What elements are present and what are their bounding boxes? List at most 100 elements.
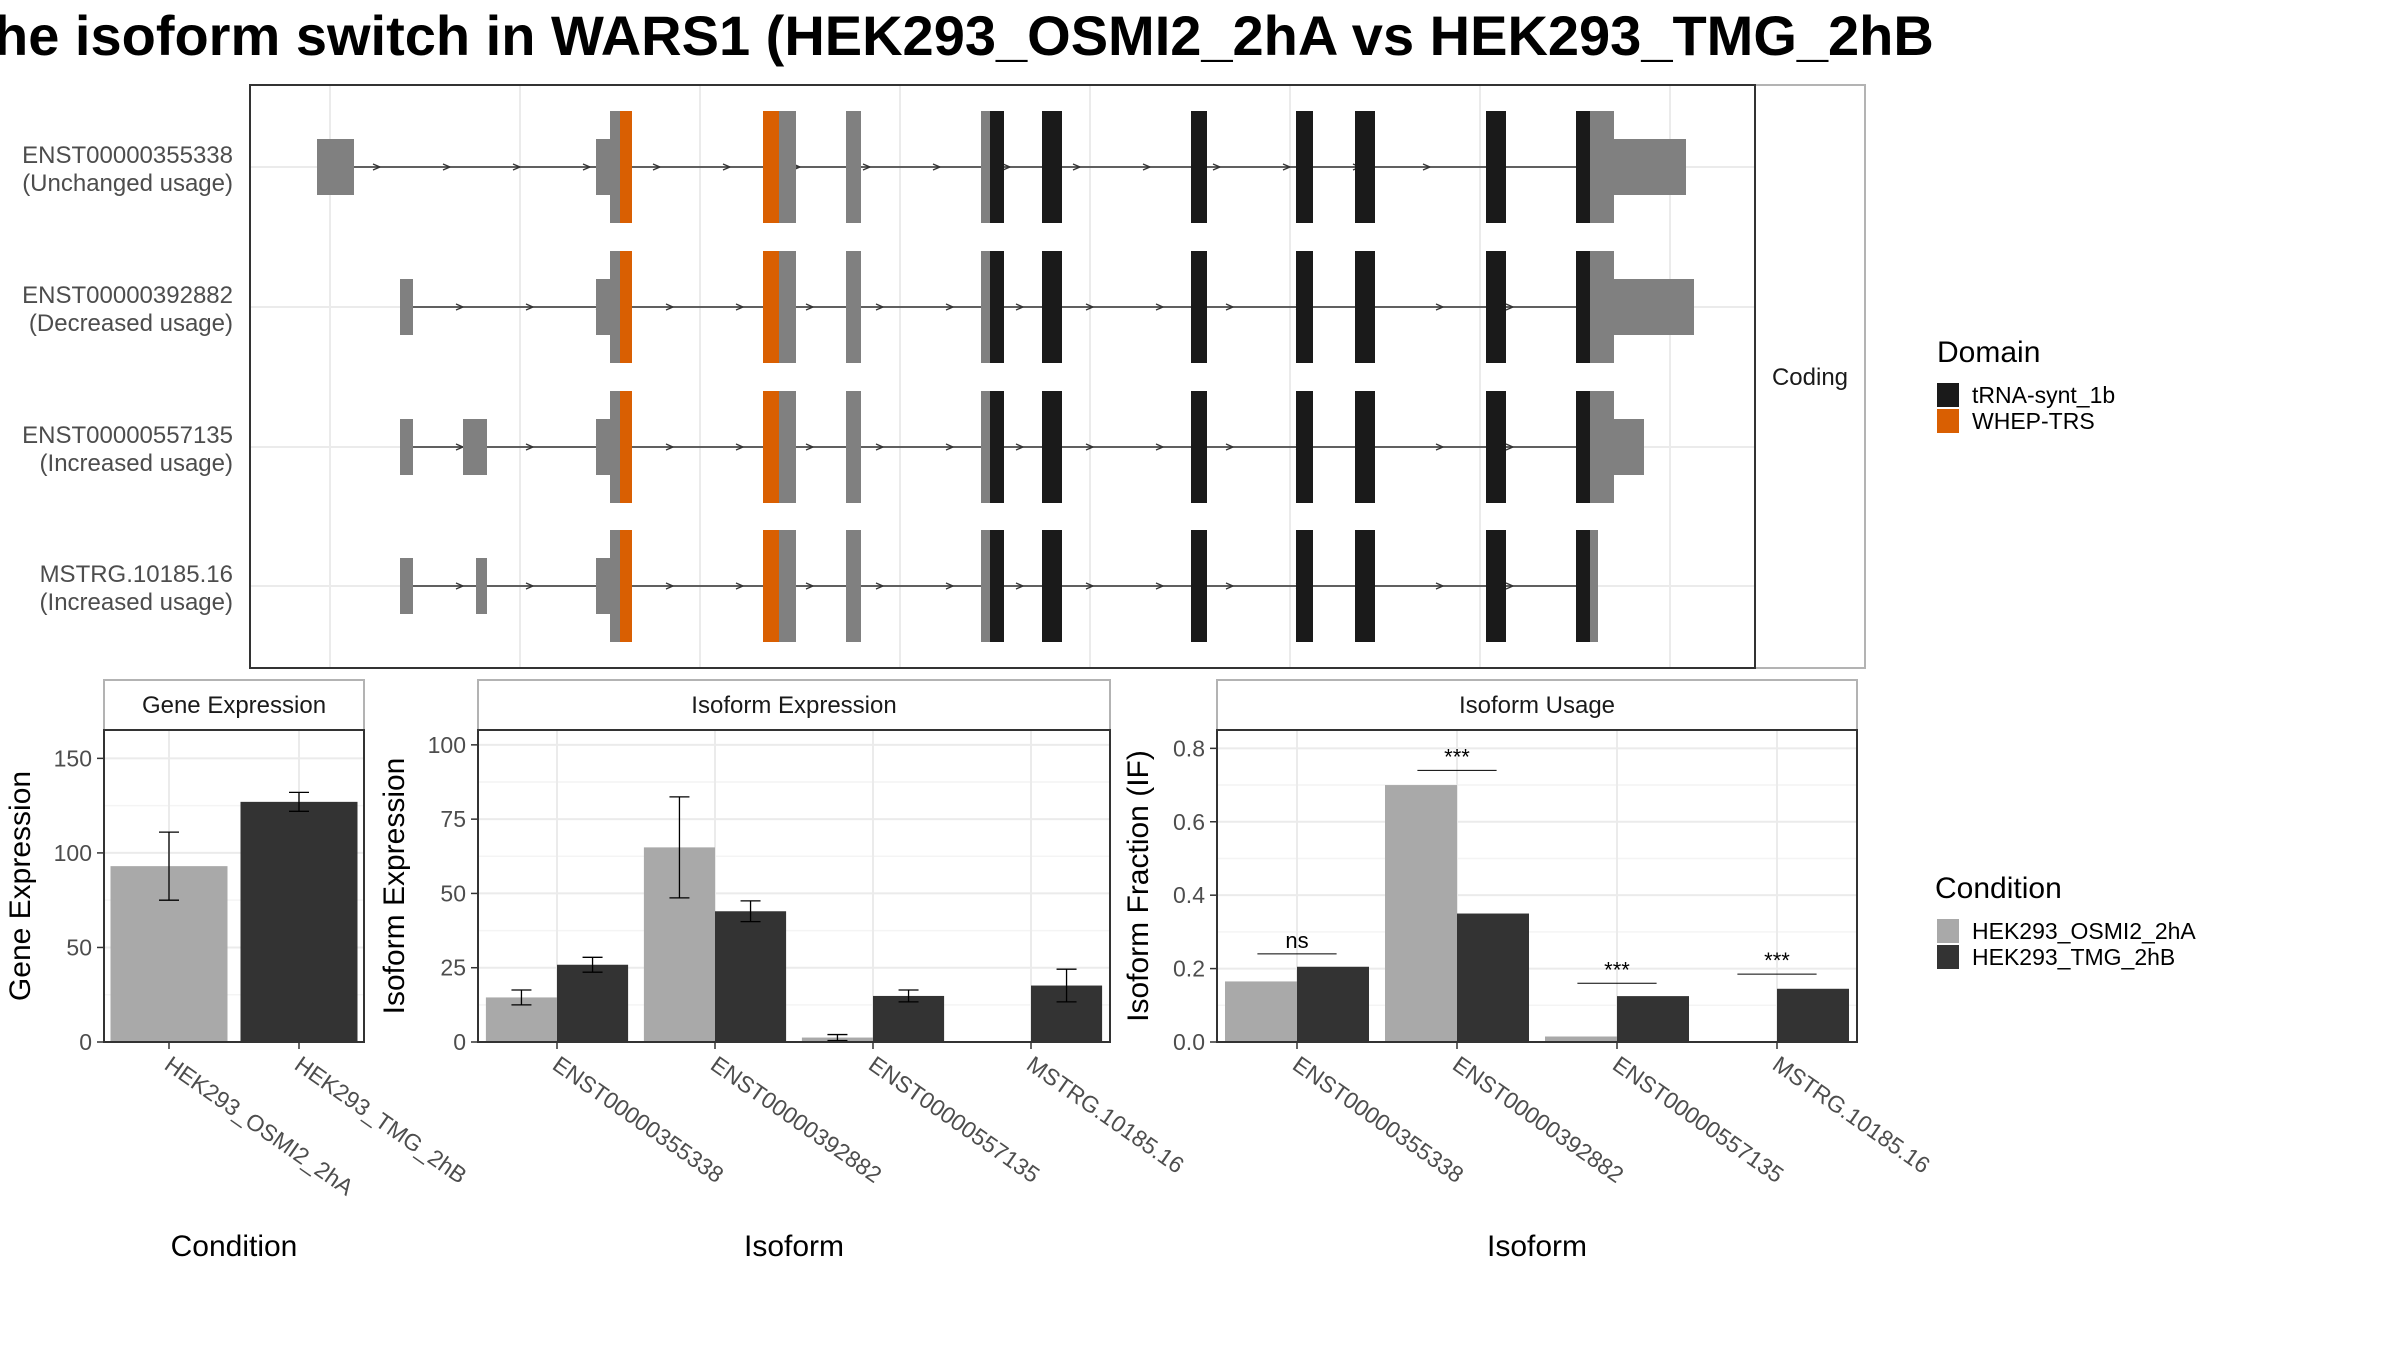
strand-arrow <box>1435 443 1445 451</box>
y-tick-label: 25 <box>440 955 466 981</box>
strand-arrow <box>652 163 662 171</box>
y-tick-label: 0.6 <box>1173 809 1205 835</box>
strand-arrow <box>1435 303 1445 311</box>
strand-arrow <box>1225 443 1235 451</box>
exon-block <box>763 251 779 363</box>
bar <box>240 801 358 1042</box>
strand-arrow <box>455 582 465 590</box>
strand-arrow <box>582 163 592 171</box>
strand-arrow <box>1155 582 1165 590</box>
significance-label: ns <box>1285 928 1308 953</box>
exon-block <box>1486 111 1506 223</box>
strand-arrow <box>805 582 815 590</box>
strand-arrow <box>875 303 885 311</box>
significance-label: *** <box>1444 744 1470 769</box>
strand-arrow <box>1155 443 1165 451</box>
significance-label: *** <box>1764 948 1790 973</box>
condition-legend-swatch <box>1937 919 1959 943</box>
strand-arrow <box>875 582 885 590</box>
strand-arrow <box>875 443 885 451</box>
domain-legend-title: Domain <box>1937 336 2040 369</box>
exon-block <box>1576 251 1590 363</box>
y-tick-label: 150 <box>54 745 92 771</box>
exon-block <box>1296 391 1313 503</box>
exon-block <box>846 530 861 642</box>
y-tick-label: 75 <box>440 806 466 832</box>
exon-block <box>400 279 413 335</box>
y-axis-title: Isoform Expression <box>378 758 411 1015</box>
exon-block <box>610 391 620 503</box>
exon-block <box>1296 530 1313 642</box>
exon-block <box>981 530 990 642</box>
bar <box>1225 981 1297 1042</box>
strand-arrow <box>1085 303 1095 311</box>
exon-block <box>990 111 1004 223</box>
strand-arrow <box>1225 303 1235 311</box>
y-tick-label: 0 <box>453 1029 466 1055</box>
x-axis-title: Isoform <box>744 1230 844 1263</box>
exon-block <box>1296 251 1313 363</box>
page-title: he isoform switch in WARS1 (HEK293_OSMI2… <box>0 4 1934 67</box>
strand-arrow <box>665 443 675 451</box>
exon-block <box>779 111 796 223</box>
exon-block <box>1576 530 1590 642</box>
strand-arrow <box>1002 163 1012 171</box>
x-tick-label: ENST00000355338 <box>1288 1051 1468 1188</box>
strand-arrow <box>735 303 745 311</box>
exon-block <box>779 251 796 363</box>
exon-block <box>1355 530 1375 642</box>
panel-border <box>1216 729 1858 1043</box>
utr-block <box>1614 419 1644 475</box>
x-tick-label: MSTRG.10185.16 <box>1768 1051 1935 1179</box>
exon-block <box>596 419 612 475</box>
exon-block <box>1486 530 1506 642</box>
strand-arrow <box>1072 163 1082 171</box>
condition-legend-title: Condition <box>1935 872 2062 905</box>
strand-arrow <box>442 163 452 171</box>
isoform-usage-label: (Increased usage) <box>40 589 233 616</box>
isoform-id-label: MSTRG.10185.16 <box>40 561 233 588</box>
x-tick-label: ENST00000392882 <box>706 1051 886 1188</box>
bar <box>1297 966 1369 1042</box>
strand-arrow <box>525 303 535 311</box>
exon-block <box>400 419 413 475</box>
y-tick-label: 50 <box>440 880 466 906</box>
strand-arrow <box>805 443 815 451</box>
bar <box>715 911 787 1042</box>
exon-block <box>1191 251 1207 363</box>
y-tick-label: 0.4 <box>1173 882 1205 908</box>
strand-arrow <box>1282 163 1292 171</box>
strand-arrow <box>1505 443 1515 451</box>
condition-legend-swatch <box>1937 945 1959 969</box>
exon-block <box>763 391 779 503</box>
panel-strip <box>103 679 365 731</box>
strand-arrow <box>455 303 465 311</box>
panel-title: Isoform Usage <box>1459 692 1615 719</box>
strand-arrow <box>1225 582 1235 590</box>
exon-block <box>1191 111 1207 223</box>
exon-block <box>990 251 1004 363</box>
exon-block <box>1590 391 1614 503</box>
exon-block <box>400 558 413 614</box>
bar <box>873 995 945 1042</box>
isoform-usage-label: (Unchanged usage) <box>22 170 233 197</box>
panel-title: Gene Expression <box>142 692 326 719</box>
strand-arrow <box>1505 582 1515 590</box>
strand-arrow <box>1505 303 1515 311</box>
panel-strip <box>477 679 1111 731</box>
exon-block <box>779 391 796 503</box>
strand-arrow <box>1085 443 1095 451</box>
exon-block <box>620 111 632 223</box>
x-axis-title: Isoform <box>1487 1230 1587 1263</box>
isoform-id-label: ENST00000392882 <box>22 282 233 309</box>
domain-legend-swatch <box>1937 409 1959 433</box>
exon-block <box>610 111 620 223</box>
exon-block <box>610 251 620 363</box>
strand-arrow <box>945 303 955 311</box>
strand-arrow <box>805 303 815 311</box>
exon-block <box>1486 251 1506 363</box>
bar <box>1545 1036 1617 1042</box>
exon-block <box>620 530 632 642</box>
exon-block <box>846 391 861 503</box>
